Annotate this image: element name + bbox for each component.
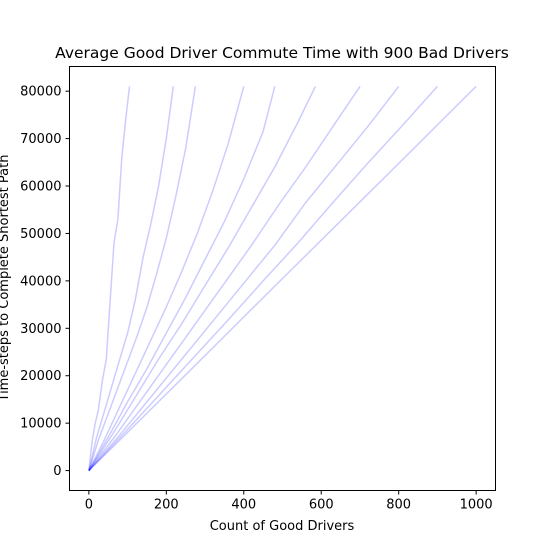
- x-tick-label: 200: [154, 498, 179, 513]
- series-line-3: [88, 86, 197, 471]
- chart-title: Average Good Driver Commute Time with 90…: [55, 44, 509, 62]
- y-tick-label: 10000: [20, 417, 61, 432]
- series-line-4: [88, 86, 245, 471]
- series-line-8: [88, 85, 400, 472]
- x-tick-label: 0: [85, 498, 93, 513]
- y-axis-label: Time-steps to Complete Shortest Path: [0, 155, 12, 403]
- y-tick-label: 70000: [20, 132, 61, 147]
- x-tick-label: 1000: [460, 498, 493, 513]
- series-line-1: [88, 86, 131, 471]
- series-line-2: [88, 86, 175, 471]
- x-tick-label: 400: [231, 498, 256, 513]
- series-line-9: [88, 85, 438, 472]
- plot-frame: [69, 66, 496, 491]
- x-tick-label: 600: [309, 498, 334, 513]
- y-tick-label: 60000: [20, 180, 61, 195]
- series-lines: [88, 85, 477, 472]
- y-tick-label: 30000: [20, 322, 61, 337]
- x-axis-label: Count of Good Drivers: [210, 519, 355, 534]
- series-line-7: [88, 85, 361, 472]
- x-tick-label: 800: [386, 498, 411, 513]
- y-tick-label: 20000: [20, 369, 61, 384]
- y-tick-label: 80000: [20, 85, 61, 100]
- y-tick-label: 0: [53, 464, 61, 479]
- series-line-6: [88, 86, 317, 472]
- series-line-5: [88, 86, 276, 471]
- y-tick-label: 40000: [20, 274, 61, 289]
- y-axis-ticks: 0 10000 20000 30000 40000 50000 60000 70000 8000…: [20, 85, 70, 479]
- series-line-10: [88, 85, 477, 472]
- x-axis-ticks: 0 200 400 600 800 1000: [85, 490, 493, 513]
- y-tick-label: 50000: [20, 227, 61, 242]
